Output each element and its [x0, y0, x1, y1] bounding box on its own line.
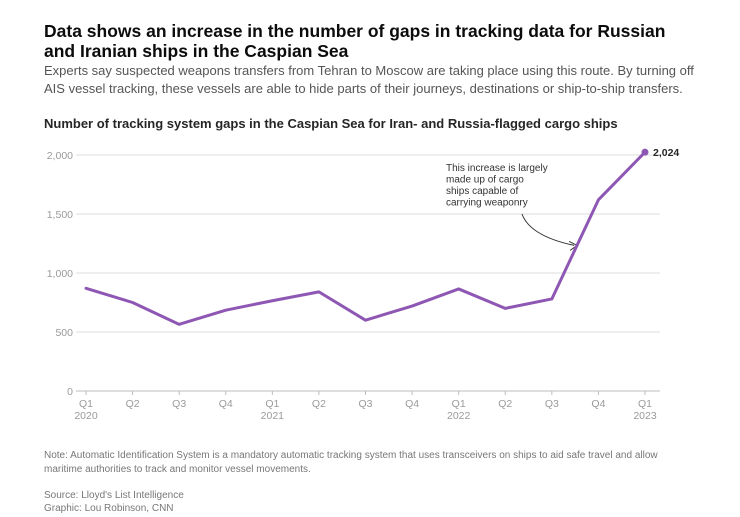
y-tick-label: 1,000 — [47, 268, 73, 280]
end-value-label: 2,024 — [653, 147, 679, 159]
chart-title: Number of tracking system gaps in the Ca… — [44, 116, 618, 131]
source-line: Source: Lloyd's List Intelligence — [44, 490, 184, 501]
y-axis-labels: 0 500 1,000 1,500 2,000 — [47, 150, 73, 398]
chart-headline: Data shows an increase in the number of … — [44, 21, 666, 61]
x-tick-label: Q4 — [405, 398, 419, 410]
x-tick-label: Q1 — [638, 398, 652, 410]
y-tick-label: 2,000 — [47, 150, 73, 162]
annotation-text-line: carrying weaponry — [446, 198, 528, 209]
annotation-text-line: made up of cargo — [446, 175, 524, 186]
x-tick-label: Q3 — [172, 398, 186, 410]
data-series: 2,024 — [84, 147, 679, 326]
annotation-text-line: ships capable of — [446, 186, 518, 197]
series-line — [84, 150, 647, 326]
x-year-label: 2021 — [261, 410, 285, 422]
y-tick-label: 500 — [55, 327, 73, 339]
graphic-credit: Graphic: Lou Robinson, CNN — [44, 503, 174, 514]
x-tick-label: Q2 — [126, 398, 140, 410]
x-year-label: 2023 — [633, 410, 657, 422]
x-tick-label: Q1 — [265, 398, 279, 410]
annotation-text-line: This increase is largely — [446, 163, 548, 174]
y-tick-label: 0 — [67, 386, 73, 398]
chart-subheading: Experts say suspected weapons transfers … — [44, 63, 694, 96]
x-tick-label: Q3 — [545, 398, 559, 410]
footnote: Note: Automatic Identification System is… — [44, 450, 658, 475]
x-tick-label: Q4 — [591, 398, 605, 410]
x-tick-label: Q1 — [79, 398, 93, 410]
end-point-marker — [641, 148, 649, 156]
x-tick-label: Q2 — [312, 398, 326, 410]
x-year-label: 2022 — [447, 410, 471, 422]
x-year-label: 2020 — [74, 410, 98, 422]
x-tick-label: Q1 — [452, 398, 466, 410]
annotation-arrow — [521, 213, 575, 246]
gridlines — [76, 154, 660, 392]
x-tick-label: Q2 — [498, 398, 512, 410]
x-tick-label: Q4 — [219, 398, 233, 410]
y-tick-label: 1,500 — [47, 209, 73, 221]
x-tick-label: Q3 — [358, 398, 372, 410]
source-credit: Source: Lloyd's List Intelligence Graphi… — [44, 489, 184, 515]
